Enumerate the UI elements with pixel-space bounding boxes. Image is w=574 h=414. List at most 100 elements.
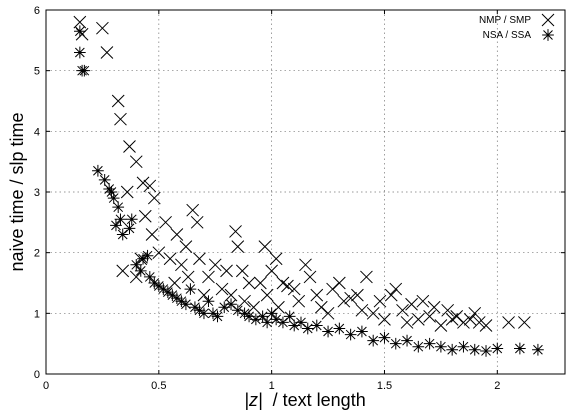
data-point-nsa-ssa	[270, 313, 283, 326]
grid	[46, 10, 565, 374]
data-point-nmp-smp	[351, 288, 364, 302]
data-point-nsa-ssa	[116, 228, 129, 241]
data-point-nmp-smp	[73, 15, 87, 29]
data-point-nmp-smp	[242, 276, 256, 290]
data-point-nmp-smp	[152, 246, 166, 260]
data-point-nsa-ssa	[389, 337, 402, 350]
data-point-nsa-ssa	[468, 343, 481, 356]
data-point-nsa-ssa	[143, 271, 156, 283]
x-axis-title-rest: / text length	[273, 390, 366, 410]
x-tick-label: 0	[43, 380, 49, 392]
x-tick-label: 0.5	[151, 380, 166, 392]
data-point-nmp-smp	[396, 303, 409, 317]
data-point-nmp-smp	[224, 288, 238, 302]
data-point-nmp-smp	[292, 294, 306, 308]
data-point-nsa-ssa	[356, 325, 368, 338]
data-point-nmp-smp	[145, 228, 159, 241]
data-point-nmp-smp	[258, 240, 272, 253]
data-point-nmp-smp	[147, 191, 161, 205]
x-tick-label: 1	[269, 380, 275, 392]
data-point-nsa-ssa	[92, 164, 104, 177]
data-point-nsa-ssa	[202, 295, 215, 308]
data-point-nmp-smp	[303, 270, 317, 284]
data-point-nmp-smp	[186, 203, 200, 217]
y-tick-label: 4	[34, 126, 40, 138]
data-point-nsa-ssa	[141, 249, 154, 262]
data-point-nmp-smp	[405, 297, 418, 311]
data-point-nsa-ssa	[238, 307, 251, 320]
data-point-nmp-smp	[170, 228, 184, 241]
legend: NMP / SMP NSA / SSA	[479, 13, 555, 41]
data-point-nsa-ssa	[112, 201, 125, 214]
data-point-nmp-smp	[96, 21, 109, 35]
data-point-nmp-smp	[472, 316, 486, 329]
y-tick-label: 0	[34, 369, 40, 381]
data-point-nsa-ssa	[243, 310, 255, 323]
data-point-nmp-smp	[344, 291, 357, 305]
data-point-nsa-ssa	[457, 340, 470, 353]
data-point-nmp-smp	[114, 112, 127, 126]
data-point-nmp-smp	[265, 264, 279, 278]
data-point-nmp-smp	[441, 303, 455, 317]
x-tick-label: 1.5	[377, 380, 392, 392]
data-point-nmp-smp	[202, 270, 215, 284]
data-point-nsa-ssa	[412, 340, 425, 353]
data-point-nsa-ssa	[250, 313, 262, 326]
data-point-nmp-smp	[238, 294, 251, 308]
data-point-nsa-ssa	[162, 286, 174, 298]
data-point-nsa-ssa	[166, 289, 179, 301]
data-point-nsa-ssa	[295, 316, 307, 329]
data-point-nsa-ssa	[110, 219, 122, 232]
data-point-nmp-smp	[123, 140, 136, 153]
data-point-nsa-ssa	[134, 265, 147, 277]
data-point-nsa-ssa	[103, 183, 116, 195]
y-tick-label: 3	[34, 187, 40, 199]
data-point-nsa-ssa	[401, 334, 413, 347]
data-point-nsa-ssa	[175, 295, 188, 308]
data-point-nmp-smp	[518, 316, 531, 329]
data-point-nmp-smp	[231, 240, 245, 253]
data-point-nmp-smp	[235, 264, 249, 278]
legend-label-nsa-ssa: NSA / SSA	[483, 30, 532, 41]
data-point-nsa-ssa	[514, 342, 526, 355]
data-point-nmp-smp	[416, 294, 430, 308]
data-point-nsa-ssa	[261, 316, 273, 329]
data-point-nmp-smp	[269, 252, 283, 266]
data-point-nsa-ssa	[446, 343, 459, 356]
data-point-nsa-ssa	[73, 46, 86, 59]
data-marks	[73, 15, 544, 357]
y-tick-label: 5	[34, 66, 40, 78]
data-point-nmp-smp	[163, 252, 177, 266]
data-point-nsa-ssa	[157, 283, 170, 295]
data-point-nsa-ssa	[130, 258, 143, 271]
data-point-nmp-smp	[457, 316, 470, 329]
data-point-nsa-ssa	[322, 325, 334, 338]
data-point-nmp-smp	[179, 240, 193, 253]
data-point-nmp-smp	[479, 319, 493, 332]
data-point-nmp-smp	[129, 270, 143, 284]
data-point-nmp-smp	[197, 288, 211, 302]
data-point-nsa-ssa	[301, 322, 314, 335]
data-point-nsa-ssa	[367, 334, 380, 347]
data-point-nsa-ssa	[423, 337, 436, 350]
data-point-nsa-ssa	[114, 213, 127, 226]
x-axis-ticks: 0 0.5 1 1.5 2	[43, 10, 500, 392]
data-point-nmp-smp	[281, 279, 294, 293]
data-point-nsa-ssa	[435, 340, 447, 353]
y-axis-ticks: 0 1 2 3 4 5 6	[34, 5, 565, 381]
data-point-nmp-smp	[400, 316, 414, 329]
data-point-nsa-ssa	[211, 310, 224, 323]
data-point-nsa-ssa	[310, 319, 323, 332]
data-point-nmp-smp	[366, 306, 380, 320]
data-point-nmp-smp	[321, 306, 335, 320]
data-point-nsa-ssa	[277, 316, 289, 329]
data-point-nmp-smp	[299, 258, 312, 272]
data-point-nmp-smp	[260, 288, 274, 302]
data-point-nsa-ssa	[265, 307, 278, 320]
data-point-nsa-ssa	[152, 280, 165, 292]
data-point-nsa-ssa	[180, 298, 192, 311]
data-point-nsa-ssa	[73, 25, 86, 38]
data-point-nsa-ssa	[189, 301, 201, 314]
x-axis-title-math: |z|	[244, 390, 262, 410]
data-point-nsa-ssa	[171, 292, 183, 305]
